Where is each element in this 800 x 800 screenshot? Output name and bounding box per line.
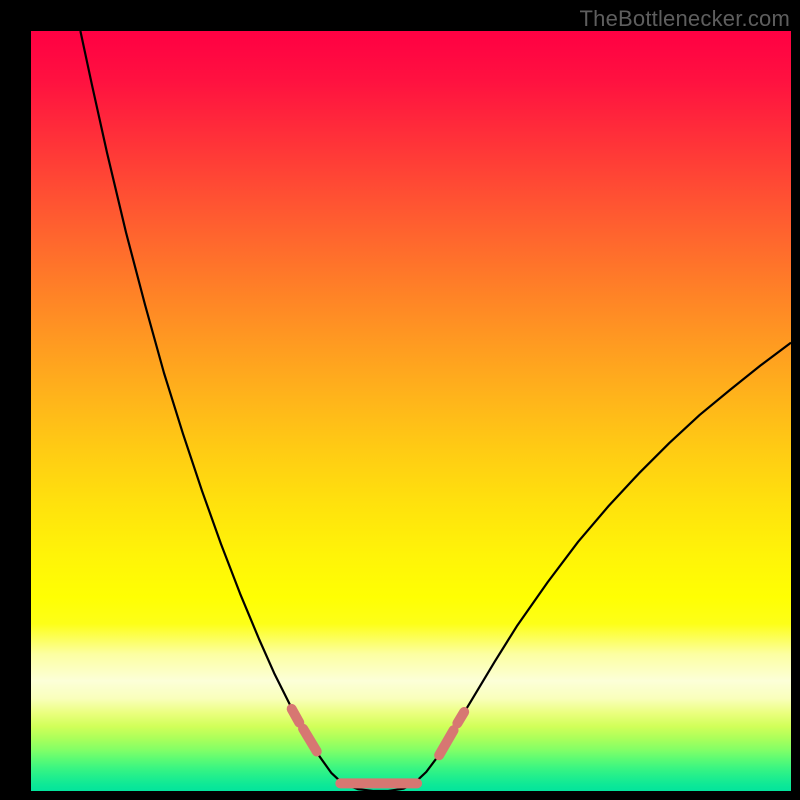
- valley-marker-segment: [303, 729, 317, 752]
- chart-frame: TheBottlenecker.com: [0, 0, 800, 800]
- plot-area: [31, 31, 791, 791]
- valley-marker-segment: [292, 709, 300, 723]
- valley-marker-segment: [457, 712, 464, 723]
- bottleneck-curve: [80, 31, 791, 791]
- watermark-text: TheBottlenecker.com: [580, 6, 790, 32]
- valley-marker-segment: [439, 730, 453, 755]
- curve-layer: [31, 31, 791, 791]
